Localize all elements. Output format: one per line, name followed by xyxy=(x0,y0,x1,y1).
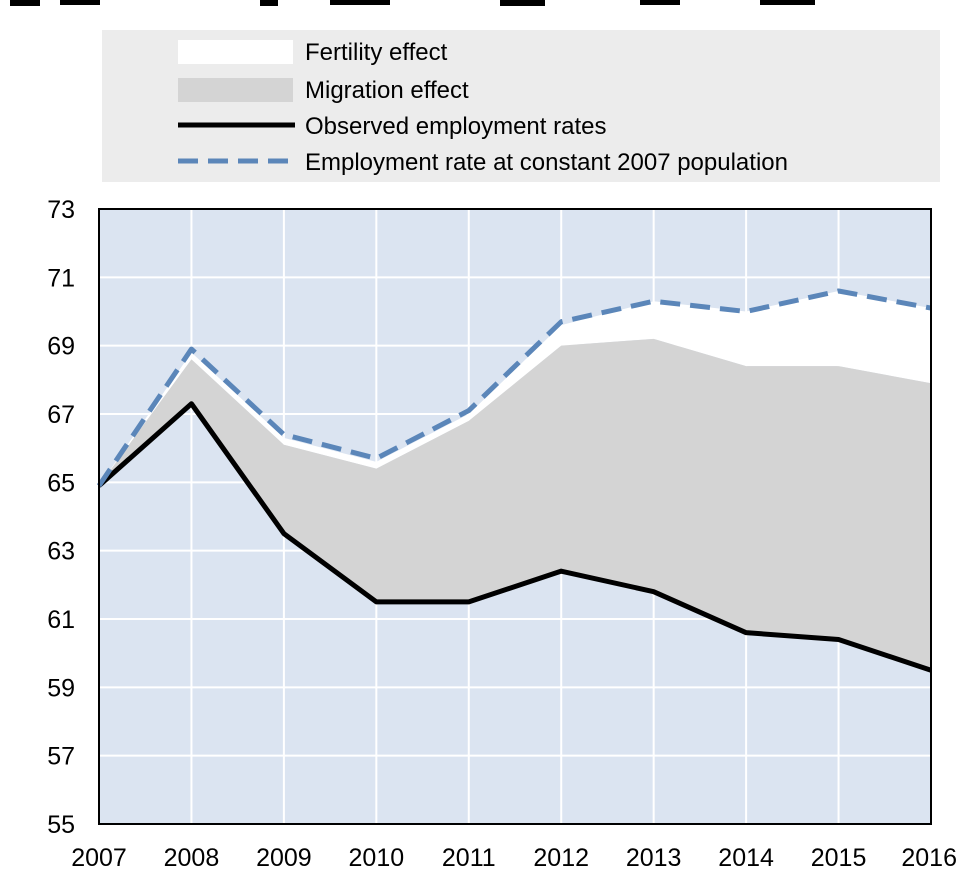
x-tick-label-2013: 2013 xyxy=(626,844,682,872)
line-employment-rate-at-constant-2007-population xyxy=(96,288,932,488)
x-tick-label-2007: 2007 xyxy=(71,844,127,872)
x-tick-label-2012: 2012 xyxy=(533,844,589,872)
y-tick-label-65: 65 xyxy=(47,469,75,497)
area-layers xyxy=(99,291,931,671)
line-series xyxy=(96,288,932,673)
y-tick-label-71: 71 xyxy=(47,264,75,292)
x-tick-label-2016: 2016 xyxy=(901,844,957,872)
x-tick-label-2010: 2010 xyxy=(349,844,405,872)
y-tick-label-69: 69 xyxy=(47,333,75,361)
x-tick-label-2014: 2014 xyxy=(718,844,774,872)
y-tick-label-59: 59 xyxy=(47,674,75,702)
title-strip xyxy=(10,0,815,6)
plot-frame xyxy=(98,208,932,825)
x-axis-ticks: 2007 2008 2009 2010 2011 2012 2013 2014 2015 2016 xyxy=(71,844,957,872)
area-migration-effect xyxy=(99,338,931,671)
x-tick-label-2008: 2008 xyxy=(164,844,220,872)
x-tick-label-2015: 2015 xyxy=(811,844,867,872)
legend: Fertility effect Migration effect Observ… xyxy=(102,30,940,182)
y-tick-label-67: 67 xyxy=(47,401,75,429)
legend-swatch-fertility xyxy=(178,40,293,64)
y-tick-label-57: 57 xyxy=(47,743,75,771)
y-axis-ticks: 55 57 59 61 63 65 67 69 71 73 xyxy=(47,196,75,839)
legend-label-fertility: Fertility effect xyxy=(305,39,448,66)
area-fertility-effect xyxy=(99,291,931,486)
line-observed-employment-rates xyxy=(97,401,932,673)
legend-swatch-migration xyxy=(178,78,293,102)
x-tick-label-2009: 2009 xyxy=(256,844,312,872)
y-tick-label-55: 55 xyxy=(47,811,75,839)
y-tick-label-63: 63 xyxy=(47,538,75,566)
y-tick-label-61: 61 xyxy=(47,606,75,634)
x-tick-label-2011: 2011 xyxy=(442,844,496,872)
legend-label-constant: Employment rate at constant 2007 populat… xyxy=(305,149,788,176)
legend-label-migration: Migration effect xyxy=(305,77,469,104)
y-tick-label-73: 73 xyxy=(47,196,75,224)
legend-label-observed: Observed employment rates xyxy=(305,113,606,140)
